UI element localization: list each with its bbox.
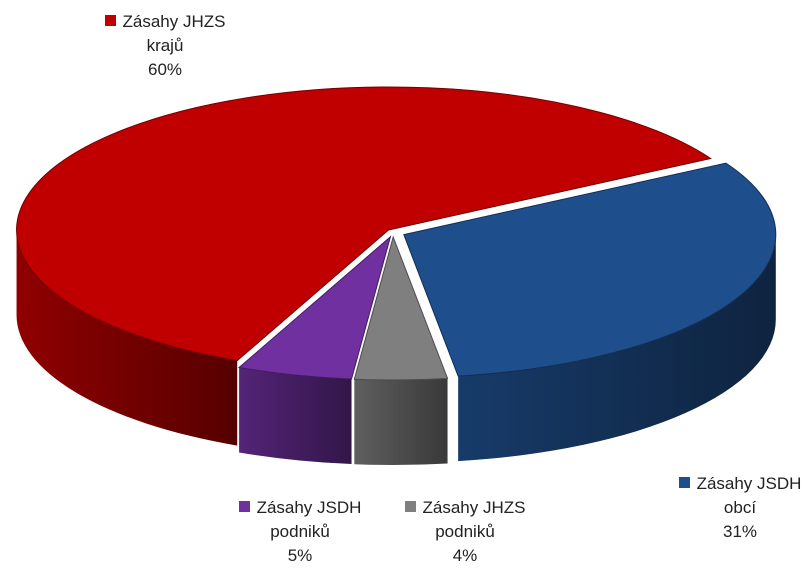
value-label: 31% xyxy=(722,522,758,541)
category-label: Zásahy JHZS krajů xyxy=(122,12,226,55)
value-label: 60% xyxy=(147,60,183,79)
category-label: Zásahy JHZS podniků xyxy=(422,498,526,541)
data-label: Zásahy JHZS krajů 60% xyxy=(95,10,235,82)
legend-marker xyxy=(104,15,116,26)
slice-side xyxy=(354,378,448,465)
legend-marker xyxy=(238,501,250,512)
value-label: 4% xyxy=(452,546,478,565)
slice-side xyxy=(16,229,238,446)
slice xyxy=(237,235,392,380)
data-label: Zásahy JSDH obcí 31% xyxy=(670,472,804,544)
slice xyxy=(403,162,777,377)
value-label: 5% xyxy=(287,546,313,565)
category-label: Zásahy JSDH obcí xyxy=(696,474,802,517)
category-label: Zásahy JSDH podniků xyxy=(256,498,362,541)
legend-marker xyxy=(678,477,690,488)
data-label: Zásahy JSDH podniků 5% xyxy=(230,496,370,568)
slice xyxy=(16,86,712,362)
legend-marker xyxy=(404,501,416,512)
slice-side xyxy=(239,367,352,465)
slice xyxy=(353,235,449,381)
data-label: Zásahy JHZS podniků 4% xyxy=(395,496,535,568)
slice-side xyxy=(458,234,776,462)
